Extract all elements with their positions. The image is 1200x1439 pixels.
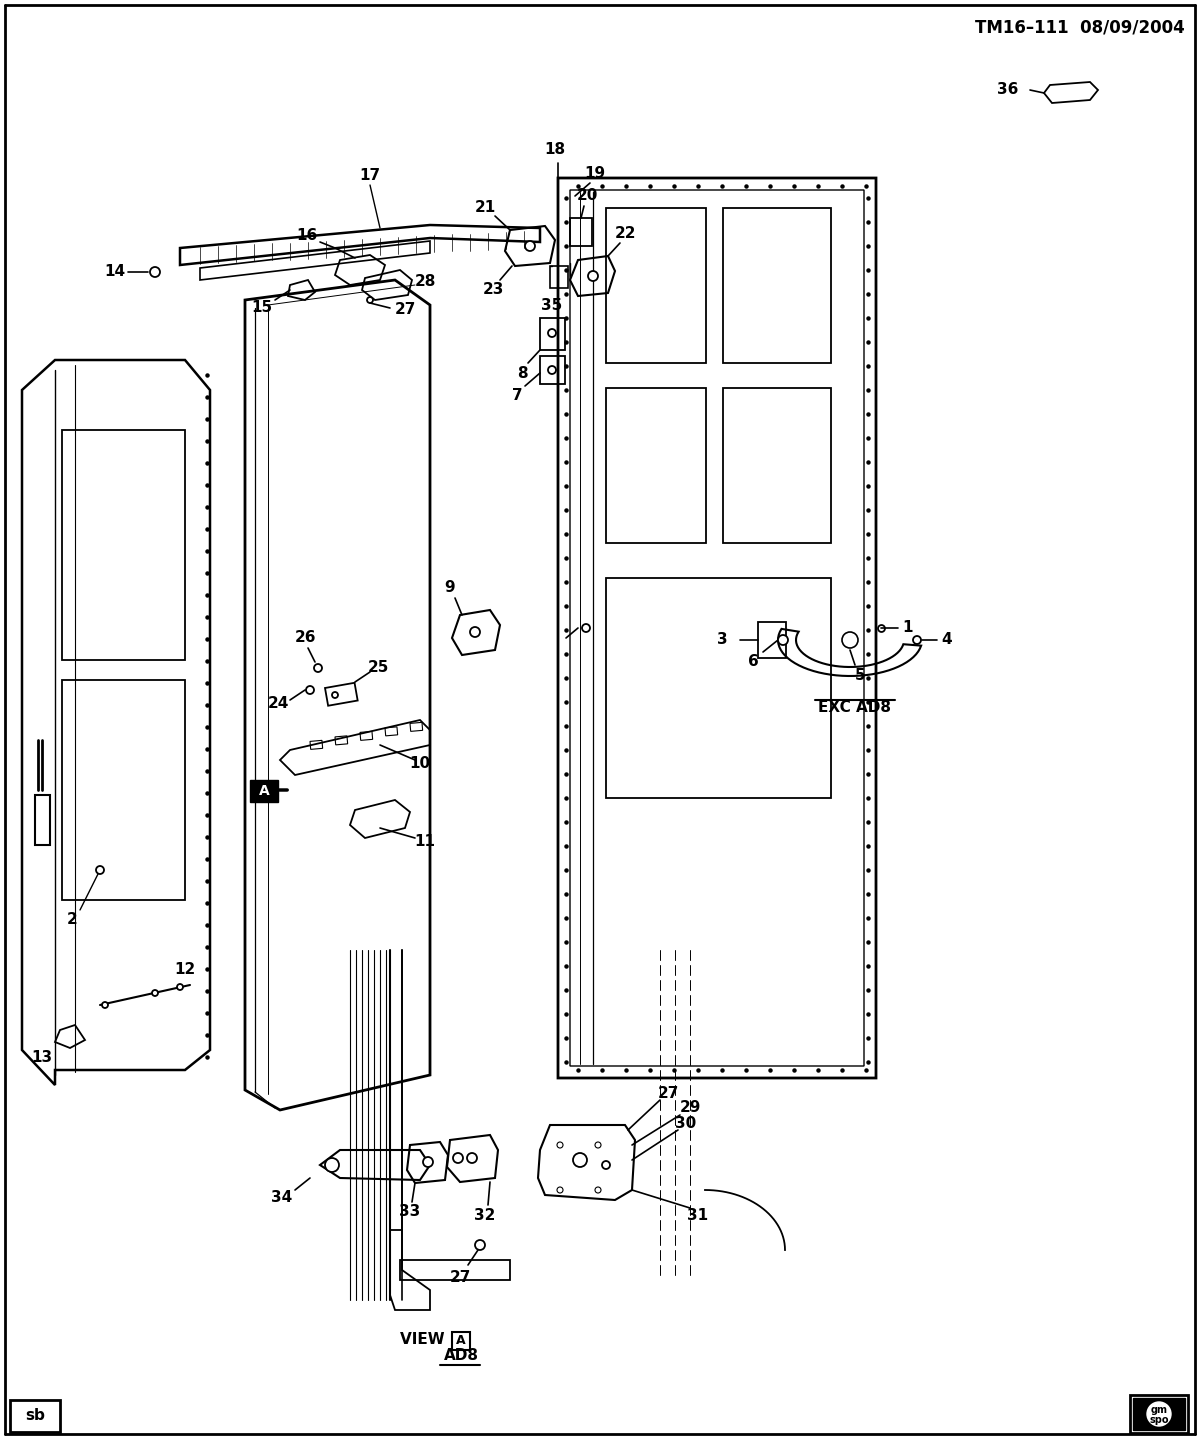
Circle shape [178,984,182,990]
Circle shape [526,240,535,250]
Circle shape [574,1153,587,1167]
Circle shape [557,1143,563,1148]
Bar [325,682,358,705]
Bar [606,389,706,543]
Text: 16: 16 [296,229,318,243]
Circle shape [1147,1402,1171,1426]
Circle shape [367,296,373,304]
Text: 12: 12 [174,963,196,977]
Text: 34: 34 [271,1190,293,1206]
Text: 3: 3 [718,633,728,648]
Bar [335,735,348,745]
Text: 30: 30 [676,1115,697,1131]
Text: 27: 27 [658,1085,679,1101]
Text: 14: 14 [104,265,126,279]
Bar [1130,1394,1188,1433]
Text: 32: 32 [474,1207,496,1223]
Text: 27: 27 [395,302,415,318]
Text: 28: 28 [414,275,436,289]
Circle shape [913,636,922,645]
Circle shape [842,632,858,648]
Text: AD8: AD8 [444,1347,479,1363]
Circle shape [102,1002,108,1007]
Text: EXC AD8: EXC AD8 [818,699,892,715]
Text: 35: 35 [541,298,563,314]
Circle shape [588,271,598,281]
Text: 24: 24 [268,696,289,711]
Bar [570,217,592,246]
Text: 22: 22 [614,226,636,240]
Bar [722,209,830,363]
Text: 26: 26 [294,630,316,646]
Text: 6: 6 [748,655,758,669]
Circle shape [470,627,480,637]
Text: 18: 18 [545,142,565,157]
Circle shape [306,686,314,694]
Circle shape [548,366,556,374]
Text: 4: 4 [942,633,953,648]
Bar [385,727,397,735]
Text: 36: 36 [997,82,1018,98]
Bar [722,389,830,543]
Text: spo: spo [1150,1415,1169,1425]
Bar [606,578,830,799]
Circle shape [595,1143,601,1148]
Text: 17: 17 [360,167,380,183]
Bar [452,1333,470,1350]
Circle shape [454,1153,463,1163]
Circle shape [314,663,322,672]
Bar [606,209,706,363]
Text: 7: 7 [511,389,522,403]
Text: 11: 11 [414,835,436,849]
Circle shape [595,1187,601,1193]
Circle shape [424,1157,433,1167]
Text: 20: 20 [576,189,598,203]
Circle shape [778,635,788,645]
Text: 5: 5 [854,668,865,682]
Bar [35,794,50,845]
Circle shape [96,866,104,873]
Bar [410,722,422,731]
Text: 10: 10 [409,755,431,770]
Text: 1: 1 [902,620,913,636]
Text: VIEW: VIEW [400,1333,450,1347]
Circle shape [548,330,556,337]
Bar [10,1400,60,1432]
Text: 19: 19 [584,165,606,180]
Text: 29: 29 [679,1101,701,1115]
Circle shape [467,1153,478,1163]
Bar [550,266,568,288]
Text: 21: 21 [474,200,496,216]
Bar [540,318,565,350]
Text: 25: 25 [367,661,389,675]
Text: 15: 15 [252,301,272,315]
Text: gm: gm [1151,1404,1168,1415]
Circle shape [475,1240,485,1250]
Text: A: A [259,784,269,799]
Text: 31: 31 [688,1207,708,1223]
Bar [360,731,373,741]
Bar [540,355,565,384]
Text: 33: 33 [400,1204,421,1219]
Text: A: A [456,1334,466,1347]
Bar [252,781,276,800]
Circle shape [582,625,590,632]
Text: TM16–111  08/09/2004: TM16–111 08/09/2004 [976,19,1186,36]
Bar [250,780,278,802]
Text: 23: 23 [482,282,504,298]
Text: 27: 27 [449,1271,470,1285]
Text: sb: sb [25,1409,44,1423]
Circle shape [602,1161,610,1168]
Circle shape [152,990,158,996]
Circle shape [557,1187,563,1193]
Circle shape [332,692,338,698]
Circle shape [325,1158,340,1171]
Text: 13: 13 [31,1050,53,1065]
Text: 2: 2 [67,912,77,928]
Bar [1133,1399,1186,1430]
Circle shape [150,268,160,276]
Text: 9: 9 [445,580,455,596]
Text: 8: 8 [517,366,527,380]
Bar [310,740,323,750]
